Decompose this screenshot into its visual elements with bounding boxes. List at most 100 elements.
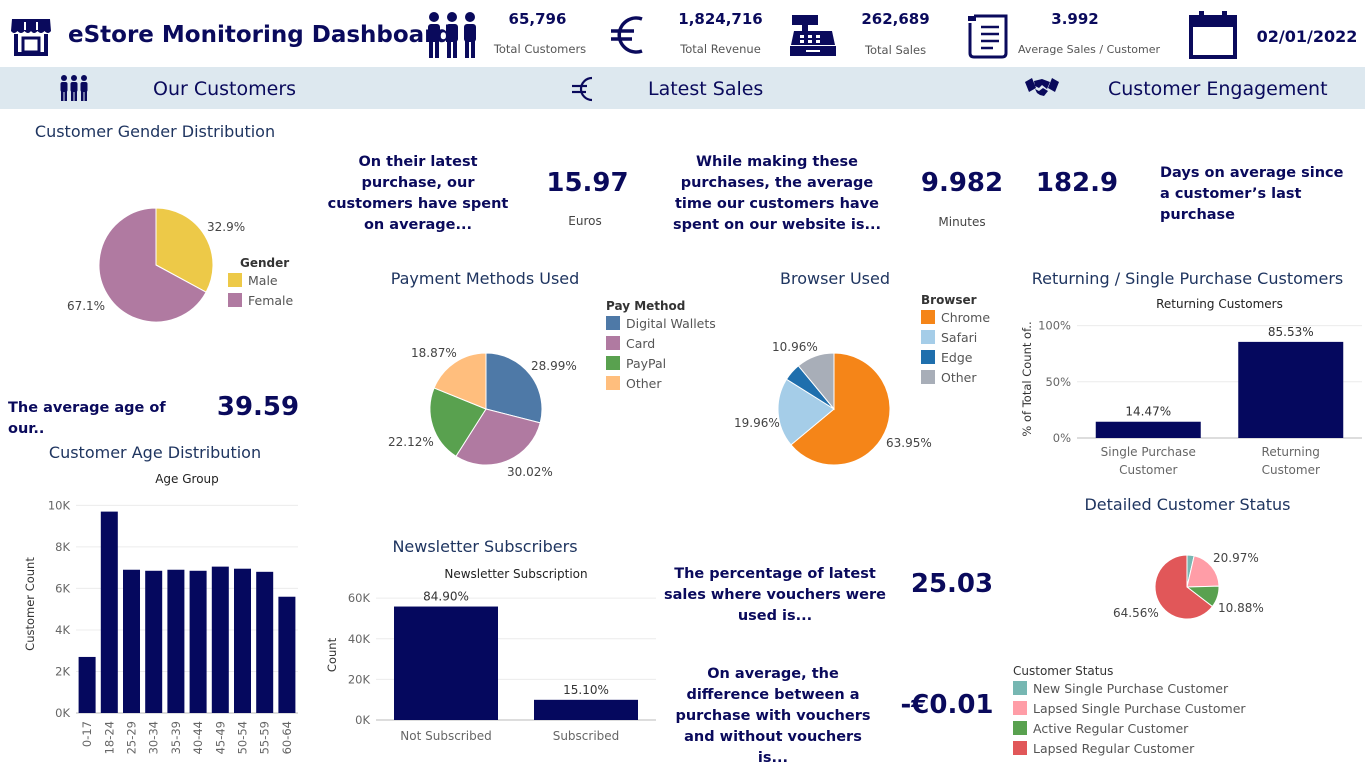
bar-25-29[interactable] [123, 569, 140, 713]
avg-age-text: The average age of our.. [8, 400, 166, 437]
legend-item-male[interactable]: Male [228, 270, 323, 290]
pie-label: 22.12% [388, 435, 434, 449]
pie-label: 28.99% [531, 359, 577, 373]
legend-swatch [1013, 681, 1027, 695]
bar-60-64[interactable] [278, 596, 296, 713]
bar-45-49[interactable] [211, 566, 229, 713]
pie-slice-card[interactable] [455, 408, 541, 466]
legend-item-edge[interactable]: Edge [921, 347, 1016, 367]
status-legend: Customer Status New Single Purchase Cust… [1013, 664, 1253, 758]
legend-label: New Single Purchase Customer [1033, 680, 1229, 696]
y-axis-label: Customer Count [23, 557, 37, 651]
legend-item-active-regular[interactable]: Active Regular Customer [1013, 718, 1253, 738]
legend-item-digital-wallets[interactable]: Digital Wallets [606, 313, 726, 333]
bar-50-54[interactable] [234, 568, 251, 713]
returning-bar-chart: Returning Customers 0% 50% 100% % of Total C… [1020, 297, 1362, 477]
newsletter-chart-title: Newsletter Subscribers [392, 537, 578, 556]
status-legend-title: Customer Status [1013, 664, 1114, 678]
legend-item-lapsed-regular[interactable]: Lapsed Regular Customer [1013, 738, 1253, 758]
newsletter-bar-chart: Newsletter Subscription 0K 20K 40K 60K Count 8… [325, 567, 656, 743]
chart-subtitle: Age Group [155, 472, 219, 486]
bar-returning-customer[interactable] [1238, 341, 1344, 438]
bar-value-label: 14.47% [1125, 405, 1171, 419]
y-tick-label: 6K [55, 581, 70, 595]
bar-single-purchase-customer[interactable] [1095, 421, 1201, 438]
bar-55-59[interactable] [256, 571, 274, 713]
kpi-total-revenue-label: Total Revenue [680, 42, 761, 56]
calendar-icon [1188, 10, 1238, 60]
legend-swatch [921, 330, 935, 344]
status-chart-title: Detailed Customer Status [1084, 495, 1291, 514]
legend-label: Chrome [941, 309, 991, 325]
legend-item-paypal[interactable]: PayPal [606, 353, 726, 373]
pie-slice-other[interactable] [797, 352, 835, 411]
kpi-total-revenue-value: 1,824,716 [678, 10, 763, 28]
x-tick-label: 40-44 [191, 721, 205, 754]
x-tick-label: 25-29 [125, 721, 139, 754]
days-since-text: Days on average since a customer’s last … [1160, 165, 1344, 223]
gender-legend: Gender Male Female [228, 256, 323, 310]
returning-chart-title: Returning / Single Purchase Customers [1031, 269, 1344, 288]
bar-35-39[interactable] [167, 569, 185, 713]
payment-chart-title: Payment Methods Used [390, 269, 580, 288]
pie-label: 18.87% [411, 346, 457, 360]
pie-slice-digital-wallets[interactable] [485, 352, 543, 424]
x-tick-label: 30-34 [147, 721, 161, 754]
bar-0-17[interactable] [78, 656, 96, 713]
pie-slice-paypal[interactable] [429, 387, 487, 457]
x-tick-label: 50-54 [236, 721, 250, 754]
x-tick-label: 18-24 [102, 721, 116, 754]
pie-slice-safari[interactable] [777, 378, 835, 446]
x-tick-label: 0-17 [80, 721, 94, 747]
bar-30-34[interactable] [145, 570, 163, 713]
chart-subtitle: Newsletter Subscription [444, 567, 587, 581]
legend-swatch [228, 273, 242, 287]
voucher-pct-text: The percentage of latest sales where vou… [663, 566, 887, 624]
legend-swatch [921, 370, 935, 384]
pie-slice-other[interactable] [433, 352, 487, 410]
section-customers-icon [58, 74, 90, 102]
bar-18-24[interactable] [100, 511, 118, 713]
section-engagement-title: Customer Engagement [1108, 78, 1328, 100]
avg-time-unit: Minutes [938, 215, 986, 229]
y-tick-label: 0K [55, 706, 70, 720]
pie-label: 64.56% [1113, 606, 1159, 620]
legend-item-lapsed-single[interactable]: Lapsed Single Purchase Customer [1013, 698, 1253, 718]
legend-swatch [606, 316, 620, 330]
payment-pie-chart: 28.99% 30.02% 22.12% 18.87% [388, 346, 577, 479]
payment-legend-title: Pay Method [606, 299, 686, 313]
legend-item-female[interactable]: Female [228, 290, 323, 310]
status-pie-chart: 20.97% 10.88% 64.56% [1113, 551, 1264, 620]
y-tick-label: 60K [348, 591, 371, 605]
legend-label: Male [248, 272, 278, 288]
legend-item-other-browser[interactable]: Other [921, 367, 1016, 387]
pie-slice-male[interactable] [155, 207, 214, 293]
bar-value-label: 84.90% [423, 590, 469, 604]
pie-label: 19.96% [734, 416, 780, 430]
legend-item-other-payment[interactable]: Other [606, 373, 726, 393]
legend-item-card[interactable]: Card [606, 333, 726, 353]
bar-40-44[interactable] [189, 570, 207, 713]
browser-legend: Browser Chrome Safari Edge Other [921, 293, 1016, 387]
bar-not-subscribed[interactable] [394, 606, 498, 720]
legend-label: Lapsed Regular Customer [1033, 740, 1195, 756]
bar-value-label: 15.10% [563, 683, 609, 697]
pie-label: 30.02% [507, 465, 553, 479]
gender-pie-chart: 32.9% 67.1% [67, 207, 245, 323]
legend-swatch [606, 336, 620, 350]
avg-spent-unit: Euros [568, 214, 602, 228]
bar-subscribed[interactable] [534, 699, 638, 720]
pie-slice-chrome[interactable] [790, 352, 891, 466]
voucher-pct-value: 25.03 [910, 569, 994, 599]
pie-slice-lapsed-single-purchase-customer[interactable] [1186, 555, 1220, 588]
pie-slice-lapsed-regular-customer[interactable] [1154, 554, 1214, 620]
pie-label: 10.88% [1218, 601, 1264, 615]
pie-slice-female[interactable] [98, 207, 207, 323]
x-tick-label: 60-64 [280, 721, 294, 754]
legend-item-new-single[interactable]: New Single Purchase Customer [1013, 678, 1253, 698]
euro-icon [608, 11, 648, 59]
legend-label: Other [941, 369, 977, 385]
legend-item-safari[interactable]: Safari [921, 327, 1016, 347]
bar-value-label: 85.53% [1268, 325, 1314, 339]
legend-item-chrome[interactable]: Chrome [921, 307, 1016, 327]
